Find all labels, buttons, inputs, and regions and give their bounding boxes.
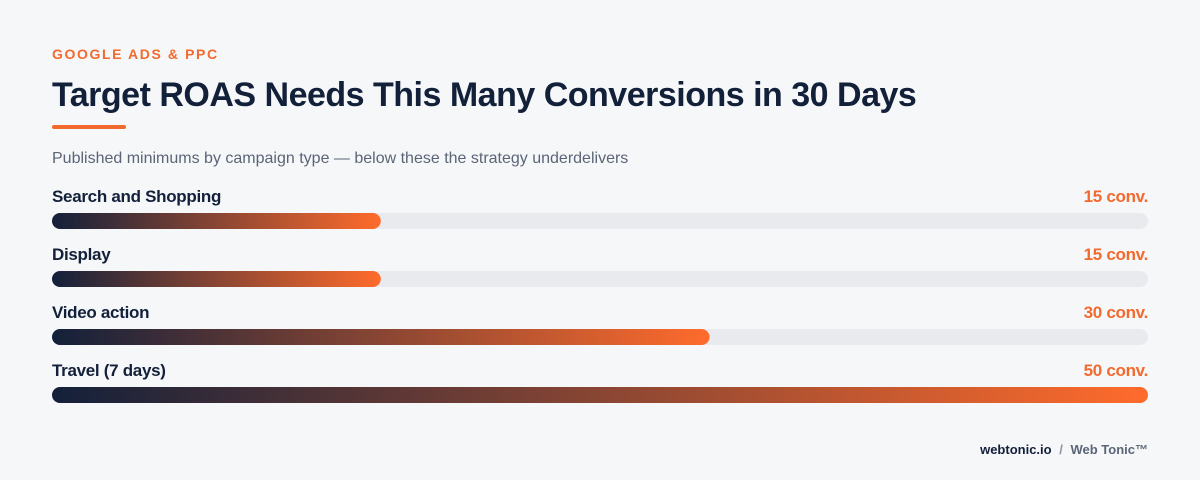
category-label: Video action xyxy=(52,303,149,322)
category-label: Search and Shopping xyxy=(52,187,221,206)
category-label: Travel (7 days) xyxy=(52,361,166,380)
value-label: 15 conv. xyxy=(1084,187,1148,206)
chart-subtitle: Published minimums by campaign type — be… xyxy=(52,150,628,167)
bar xyxy=(52,271,381,287)
footer-brand: Web Tonic™ xyxy=(1070,442,1148,457)
footer-separator: / xyxy=(1059,442,1063,457)
value-label: 30 conv. xyxy=(1084,303,1148,322)
title-underline xyxy=(52,125,126,129)
footer: webtonic.io / Web Tonic™ xyxy=(979,442,1148,457)
eyebrow: GOOGLE ADS & PPC xyxy=(52,46,219,62)
footer-site: webtonic.io xyxy=(979,442,1052,457)
category-label: Display xyxy=(52,245,111,264)
bar xyxy=(52,213,381,229)
bar xyxy=(52,329,710,345)
value-label: 15 conv. xyxy=(1084,245,1148,264)
bar xyxy=(52,387,1148,403)
value-label: 50 conv. xyxy=(1084,361,1148,380)
chart-title: Target ROAS Needs This Many Conversions … xyxy=(52,76,916,114)
